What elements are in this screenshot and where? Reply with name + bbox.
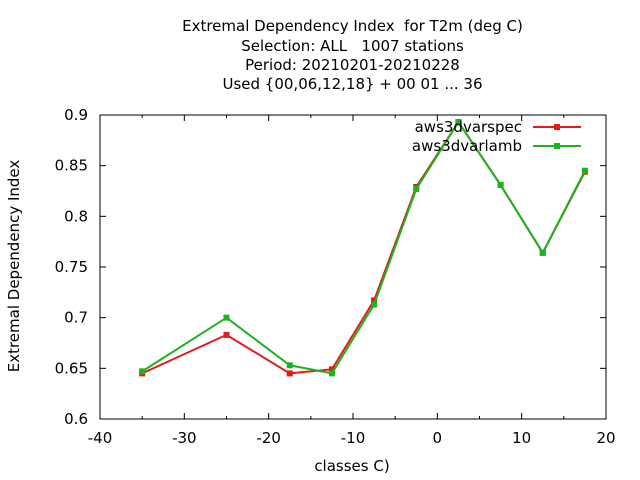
x-tick-label: -10 [341,429,366,447]
legend-label: aws3dvarspec [415,118,522,136]
data-point-aws3dvarlamb [455,119,462,126]
y-tick-label: 0.85 [55,157,88,175]
data-point-aws3dvarlamb [286,362,293,369]
data-point-aws3dvarlamb [539,249,546,256]
x-tick-label: 10 [512,429,531,447]
y-tick-label: 0.75 [55,258,88,276]
data-point-aws3dvarspec [223,331,230,338]
chart-title-line-2: Selection: ALL 1007 stations [241,37,464,55]
series-line-aws3dvarlamb [141,120,586,375]
data-point-aws3dvarspec [286,370,293,377]
data-point-aws3dvarlamb [223,314,230,321]
legend-marker [554,124,560,130]
data-point-aws3dvarlamb [139,368,146,375]
y-tick-label: 0.8 [64,207,88,225]
y-tick-labels: 0.6 0.65 0.7 0.75 0.8 0.85 0.9 [55,106,88,428]
series-aws3dvarlamb [139,119,588,377]
x-tick-label: -40 [88,429,113,447]
plot-frame [99,114,607,420]
legend-marker [554,143,560,149]
chart-title-line-4: Used {00,06,12,18} + 00 01 ... 36 [222,75,483,93]
x-tick-marks [99,115,607,419]
chart-title-line-1: Extremal Dependency Index for T2m (deg C… [182,17,523,35]
data-point-aws3dvarlamb [371,301,378,308]
x-tick-labels: -40 -30 -20 -10 0 10 20 [88,429,616,447]
x-tick-label: -30 [172,429,197,447]
legend-label: aws3dvarlamb [412,137,522,155]
chart-title-line-3: Period: 20210201-20210228 [245,56,460,74]
x-tick-label: 0 [433,429,443,447]
y-tick-label: 0.9 [64,106,88,124]
y-tick-marks [100,114,606,420]
data-point-aws3dvarspec [371,297,378,304]
data-point-aws3dvarlamb [328,370,335,377]
data-point-aws3dvarspec [328,366,335,373]
x-tick-label: 20 [596,429,615,447]
y-axis-label: Extremal Dependency Index [5,159,23,373]
y-tick-label: 0.7 [64,309,88,327]
data-point-aws3dvarlamb [497,181,504,188]
data-point-aws3dvarlamb [581,167,588,174]
x-tick-label: -20 [256,429,281,447]
data-point-aws3dvarlamb [413,185,420,192]
series-line-aws3dvarspec [141,120,586,375]
y-tick-label: 0.6 [64,410,88,428]
series-aws3dvarspec [139,119,588,377]
x-axis-label: classes C) [314,457,390,475]
y-tick-label: 0.65 [55,359,88,377]
series-layer [139,119,588,377]
